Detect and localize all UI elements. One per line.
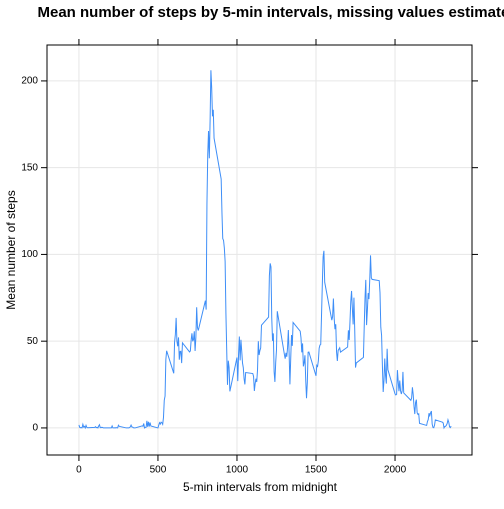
grid xyxy=(47,45,472,455)
x-axis-label: 5-min intervals from midnight xyxy=(183,480,338,494)
y-tick-label: 200 xyxy=(21,76,38,87)
plot-area xyxy=(78,70,452,430)
y-tick-label: 50 xyxy=(27,336,39,347)
data-line xyxy=(78,70,452,430)
x-tick-label: 1500 xyxy=(305,465,328,476)
y-tick-label: 100 xyxy=(21,249,38,260)
y-tick-label: 0 xyxy=(32,423,38,434)
y-tick-label: 150 xyxy=(21,162,38,173)
x-tick-label: 500 xyxy=(150,465,167,476)
x-tick-label: 0 xyxy=(76,465,82,476)
plot-frame xyxy=(46,44,473,456)
x-tick-label: 1000 xyxy=(226,465,249,476)
y-axis-label: Mean number of steps xyxy=(4,190,18,309)
chart-title: Mean number of steps by 5-min intervals,… xyxy=(38,4,504,21)
x-tick-label: 2000 xyxy=(384,465,407,476)
